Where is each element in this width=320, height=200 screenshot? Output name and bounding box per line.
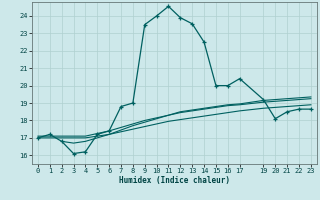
X-axis label: Humidex (Indice chaleur): Humidex (Indice chaleur) xyxy=(119,176,230,185)
